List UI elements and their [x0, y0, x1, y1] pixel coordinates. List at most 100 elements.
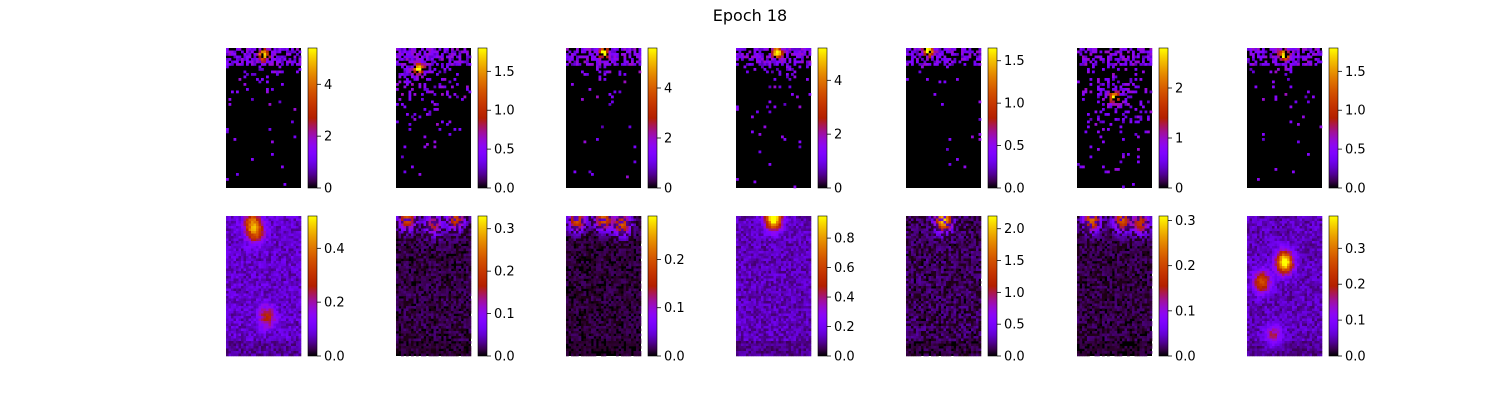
heatmap-cell — [246, 216, 249, 219]
heatmap-cell — [281, 303, 284, 307]
heatmap-cell — [1102, 128, 1105, 131]
heatmap-cell — [268, 221, 272, 224]
heatmap-cell — [396, 53, 399, 56]
heatmap-cell — [466, 343, 469, 347]
heatmap-cell — [278, 296, 282, 299]
heatmap-cell — [466, 353, 469, 357]
heatmap-cell — [786, 55, 789, 59]
heatmap-cell — [638, 236, 642, 239]
heatmap-cell — [1292, 60, 1295, 64]
heatmap-cell — [288, 58, 292, 61]
heatmap-cell — [228, 216, 232, 219]
heatmap-cell — [586, 231, 589, 234]
heatmap-cell — [458, 288, 462, 292]
heatmap-cell — [1087, 68, 1090, 71]
heatmap-cell — [603, 63, 607, 66]
heatmap-cell — [421, 313, 424, 317]
heatmap-cell — [418, 65, 422, 69]
heatmap-cell — [968, 48, 972, 51]
heatmap-cell — [256, 346, 259, 349]
heatmap-cell — [238, 231, 242, 234]
heatmap-cell — [448, 55, 452, 59]
heatmap-cell — [298, 331, 302, 334]
heatmap-cell — [228, 321, 232, 324]
colorbar-tick-label: 0.0 — [324, 350, 345, 365]
heatmap-cell — [251, 223, 254, 227]
heatmap-cell — [441, 273, 444, 277]
heatmap-cell — [236, 263, 239, 267]
heatmap-cell — [603, 50, 607, 54]
heatmap-cell — [263, 281, 267, 284]
heatmap-cell — [608, 63, 612, 66]
heatmap-cell — [271, 60, 274, 64]
heatmap-cell — [286, 50, 289, 54]
heatmap-cell — [298, 348, 302, 352]
heatmap-cell — [296, 291, 299, 294]
heatmap-cell — [431, 296, 434, 299]
heatmap-cell — [608, 53, 612, 56]
heatmap-cell — [273, 308, 277, 312]
heatmap-cell — [566, 55, 569, 59]
heatmap-cell — [438, 303, 442, 307]
heatmap-cell — [451, 251, 454, 254]
heatmap-cell — [436, 316, 439, 319]
heatmap-cell — [251, 98, 254, 101]
heatmap-cell — [398, 228, 402, 232]
heatmap-cell — [298, 308, 302, 312]
heatmap-cell — [226, 271, 229, 274]
heatmap-cell — [463, 321, 467, 324]
heatmap-cell — [616, 226, 619, 229]
heatmap-cell — [246, 223, 249, 227]
heatmap-cell — [623, 221, 627, 224]
heatmap-cell — [256, 241, 259, 244]
heatmap-cell — [288, 316, 292, 319]
heatmap-cell — [463, 95, 467, 99]
heatmap-cell — [291, 286, 294, 289]
heatmap-cell — [421, 238, 424, 242]
heatmap-cell — [396, 341, 399, 344]
heatmap-cell — [448, 258, 452, 262]
heatmap-cell — [456, 233, 459, 237]
heatmap-cell — [761, 60, 764, 64]
heatmap-cell — [436, 311, 439, 314]
heatmap-cell — [246, 353, 249, 357]
heatmap-cell — [258, 55, 262, 59]
heatmap-cell — [401, 231, 404, 234]
heatmap-cell — [946, 58, 949, 61]
heatmap-cell — [421, 256, 424, 259]
heatmap-cell — [251, 306, 254, 309]
heatmap-cell — [288, 286, 292, 289]
heatmap-cell — [958, 60, 962, 64]
heatmap-cell — [741, 48, 744, 51]
heatmap-cell — [448, 238, 452, 242]
heatmap-cell — [1289, 63, 1293, 66]
heatmap-cell — [271, 216, 274, 219]
colorbar-tick-label: 0.4 — [324, 242, 345, 257]
heatmap-cell — [401, 233, 404, 237]
heatmap-cell — [251, 318, 254, 322]
heatmap-cell — [763, 68, 767, 71]
heatmap-cell — [423, 65, 427, 69]
heatmap-cell — [248, 326, 252, 329]
heatmap-cell — [588, 216, 592, 219]
heatmap-cell — [578, 238, 582, 242]
heatmap-cell — [976, 58, 979, 61]
heatmap-cell — [628, 48, 632, 51]
heatmap-cell — [1112, 63, 1115, 66]
heatmap-cell — [401, 243, 404, 247]
heatmap-cell — [466, 338, 469, 342]
heatmap-cell — [233, 231, 237, 234]
heatmap-cell — [256, 58, 259, 61]
heatmap-cell — [423, 296, 427, 299]
heatmap-cell — [291, 238, 294, 242]
heatmap-cell — [1294, 60, 1298, 64]
heatmap-cell — [448, 331, 452, 334]
heatmap-cell — [468, 333, 472, 337]
heatmap-cell — [278, 303, 282, 307]
heatmap-cell — [463, 308, 467, 312]
heatmap-cell — [626, 228, 629, 232]
heatmap-cell — [456, 218, 459, 222]
heatmap-cell — [773, 105, 777, 109]
heatmap-cell — [253, 336, 257, 339]
heatmap-cell — [773, 85, 777, 89]
